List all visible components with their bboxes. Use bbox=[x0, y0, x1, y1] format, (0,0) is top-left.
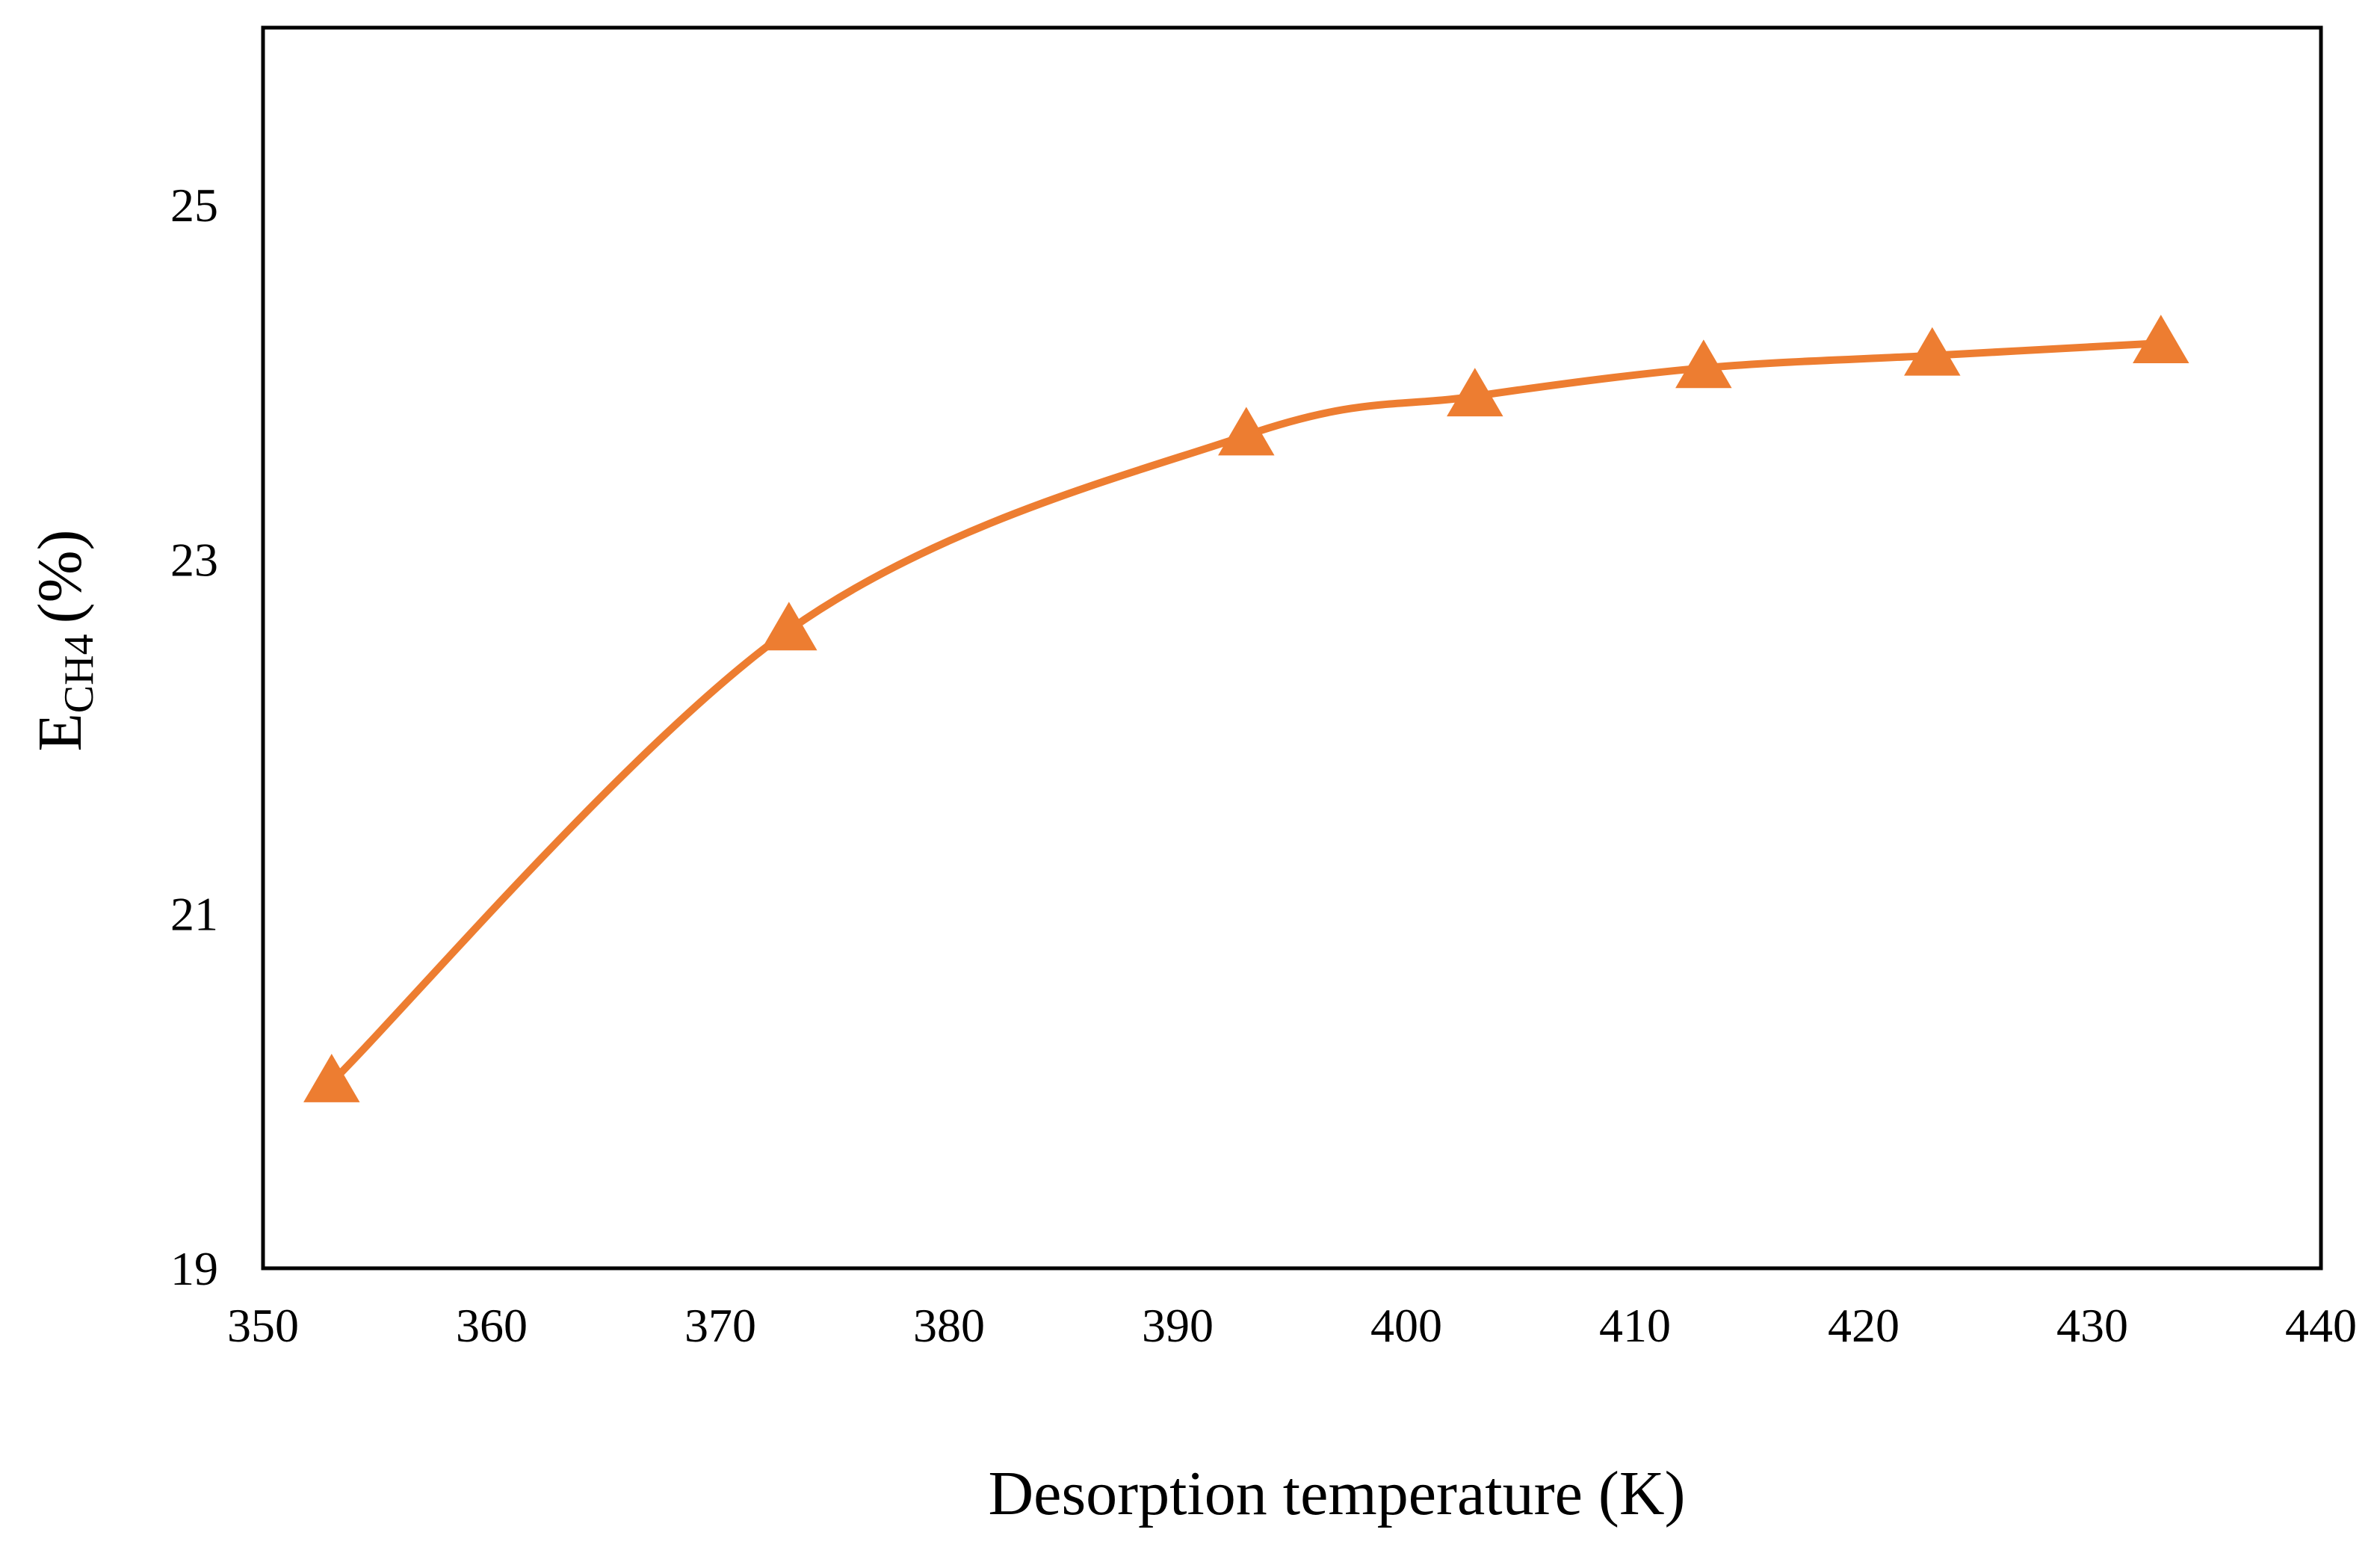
x-tick-label: 390 bbox=[1142, 1299, 1214, 1352]
y-axis-title-main: E bbox=[25, 713, 95, 751]
x-tick-label: 400 bbox=[1370, 1299, 1442, 1352]
x-tick-label: 420 bbox=[1828, 1299, 1900, 1352]
x-tick-label: 360 bbox=[456, 1299, 528, 1352]
y-axis-ticks: 19 21 23 25 bbox=[170, 179, 218, 1295]
y-axis-title-unit: (%) bbox=[25, 529, 95, 623]
y-tick-label: 19 bbox=[170, 1242, 218, 1295]
x-tick-label: 430 bbox=[2056, 1299, 2128, 1352]
x-axis-ticks: 350 360 370 380 390 400 410 420 430 440 bbox=[227, 1299, 2357, 1352]
x-tick-label: 350 bbox=[227, 1299, 299, 1352]
plot-area bbox=[263, 28, 2321, 1268]
y-axis-title: ECH4 (%) bbox=[25, 529, 102, 751]
x-tick-label: 440 bbox=[2285, 1299, 2357, 1352]
y-tick-label: 21 bbox=[170, 888, 218, 941]
x-tick-label: 410 bbox=[1599, 1299, 1671, 1352]
chart: 19212325 350 360 370 380 390 400 410 420 430 440 … bbox=[0, 0, 2380, 1556]
x-tick-label: 370 bbox=[684, 1299, 756, 1352]
y-tick-label: 23 bbox=[170, 533, 218, 586]
x-tick-label: 380 bbox=[913, 1299, 985, 1352]
x-axis-title: Desorption temperature (K) bbox=[989, 1459, 1686, 1528]
y-axis-title-subscript: CH4 bbox=[56, 634, 102, 713]
y-tick-label: 25 bbox=[170, 179, 218, 232]
